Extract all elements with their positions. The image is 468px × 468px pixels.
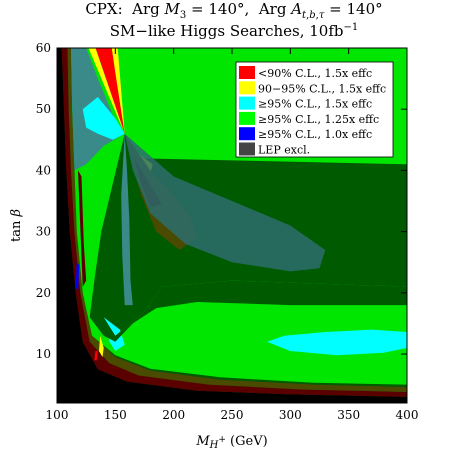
y-axis-label: tan β (9, 209, 24, 242)
y-tick-label: 40 (36, 163, 51, 177)
x-tick-label: 300 (279, 408, 302, 422)
legend-label: 90−95% C.L., 1.5x effc (258, 82, 386, 95)
region-green-left-blobs (86, 170, 98, 257)
region-blue-sliver (75, 262, 80, 293)
y-tick-label: 50 (36, 102, 51, 116)
y-tick-label: 30 (36, 225, 51, 239)
legend-swatch (239, 127, 255, 141)
legend-swatch (239, 142, 255, 156)
x-axis-label: MH+ (GeV) (195, 434, 267, 451)
region-lep-excluded (57, 48, 407, 403)
plot-regions (57, 48, 407, 403)
chart-title-line2: SM−like Higgs Searches, 10fb−1 (109, 22, 359, 40)
x-tick-label: 350 (337, 408, 360, 422)
legend-swatch (239, 66, 255, 79)
region-red-low (94, 351, 98, 361)
region-dark-green-lower (89, 280, 407, 342)
y-tick-label: 10 (36, 347, 51, 361)
region-teal-diagonal (121, 133, 133, 306)
y-tick-label: 20 (36, 286, 51, 300)
region-cyan-upper (82, 97, 125, 140)
region-yellow-wedge-top (88, 48, 125, 134)
legend-label: ≥95% C.L., 1.5x effc (258, 98, 372, 111)
x-tick-label: 100 (46, 408, 69, 422)
region-cyan-right-lobe (267, 329, 407, 356)
x-tick-label: 400 (396, 408, 419, 422)
legend-label: LEP excl. (258, 144, 310, 157)
legend-label: <90% C.L., 1.5x effc (258, 67, 372, 80)
chart-title-line1: CPX: Arg M3 = 140°, Arg At,b,τ = 140° (85, 0, 383, 21)
legend-swatch (239, 81, 255, 95)
region-yellow-low (99, 335, 104, 358)
legend-label: ≥95% C.L., 1.25x effc (258, 113, 379, 126)
x-tick-label: 150 (104, 408, 127, 422)
region-dark-red-band (61, 48, 407, 397)
region-dark-red-left-strip (78, 170, 87, 287)
y-tick-label: 60 (36, 41, 51, 55)
region-teal-big-ellipse (124, 133, 326, 272)
legend-box (235, 61, 394, 158)
legend-swatch (239, 111, 255, 125)
x-tick-label: 200 (162, 408, 185, 422)
x-tick-label: 250 (221, 408, 244, 422)
legend-label: ≥95% C.L., 1.0x effc (258, 128, 372, 141)
legend-swatch (239, 96, 255, 110)
